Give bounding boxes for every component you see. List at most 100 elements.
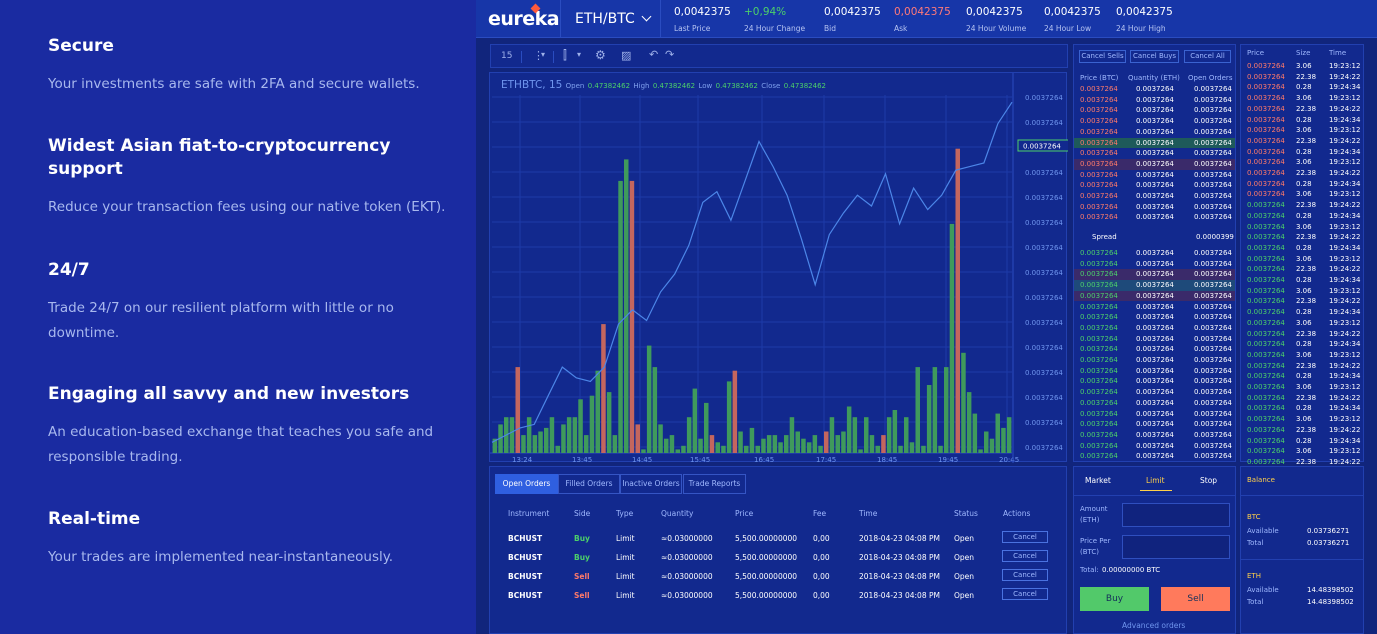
tab-orders-1[interactable]: Filled Orders xyxy=(558,474,620,494)
orderbook-row[interactable]: 0.0037264 0.0037264 0.0037264 xyxy=(1074,312,1235,323)
tab-market[interactable]: Market xyxy=(1085,476,1111,485)
row-open: 0.0037264 xyxy=(1194,388,1232,397)
price-label: Price Per (BTC) xyxy=(1080,537,1111,556)
order-type: Limit xyxy=(616,572,635,581)
orderbook-row[interactable]: 0.0037264 0.0037264 0.0037264 xyxy=(1074,409,1235,420)
orderbook-row[interactable]: 0.0037264 0.0037264 0.0037264 xyxy=(1074,355,1235,366)
orderbook-row[interactable]: 0.0037264 0.0037264 0.0037264 xyxy=(1074,387,1235,398)
volume-bar xyxy=(932,367,938,453)
orderbook-row[interactable]: 0.0037264 0.0037264 0.0037264 xyxy=(1074,441,1235,452)
orderbook-row[interactable]: 0.0037264 0.0037264 0.0037264 xyxy=(1074,180,1235,191)
asset-name: ETH xyxy=(1247,572,1261,580)
orderbook-row[interactable]: 0.0037264 0.0037264 0.0037264 xyxy=(1074,334,1235,345)
orderbook-row[interactable]: 0.0037264 0.0037264 0.0037264 xyxy=(1074,105,1235,116)
row-price: 0.0037264 xyxy=(1080,281,1118,290)
row-open: 0.0037264 xyxy=(1194,323,1232,332)
tab-orders-0[interactable]: Open Orders xyxy=(495,474,558,494)
tab-orders-3[interactable]: Trade Reports xyxy=(683,474,746,494)
available-value: 0.03736271 xyxy=(1307,527,1350,535)
orderbook-row[interactable]: 0.0037264 0.0037264 0.0037264 xyxy=(1074,398,1235,409)
cancel-order-button[interactable]: Cancel xyxy=(1002,569,1048,581)
orderbook-row[interactable]: 0.0037264 0.0037264 0.0037264 xyxy=(1074,302,1235,313)
cancel-order-button[interactable]: Cancel xyxy=(1002,550,1048,562)
x-tick-label: 18:45 xyxy=(877,456,897,463)
cancel-button-0[interactable]: Cancel Sells xyxy=(1079,50,1126,63)
orderbook-row[interactable]: 0.0037264 0.0037264 0.0037264 xyxy=(1074,170,1235,181)
trade-row: 0.0037264 22.38 19:24:22 xyxy=(1241,104,1363,115)
orderbook-row[interactable]: 0.0037264 0.0037264 0.0037264 xyxy=(1074,344,1235,355)
undo-icon[interactable]: ↶ xyxy=(649,48,659,61)
tab-stop[interactable]: Stop xyxy=(1200,476,1218,485)
row-open: 0.0037264 xyxy=(1194,398,1232,407)
row-open: 0.0037264 xyxy=(1194,270,1232,279)
advanced-orders-link[interactable]: Advanced orders xyxy=(1122,621,1186,630)
orderbook-row[interactable]: 0.0037264 0.0037264 0.0037264 xyxy=(1074,202,1235,213)
price-input[interactable] xyxy=(1122,535,1230,559)
cancel-order-button[interactable]: Cancel xyxy=(1002,588,1048,600)
cancel-button-1[interactable]: Cancel Buys xyxy=(1130,50,1179,63)
tab-orders-2[interactable]: Inactive Orders xyxy=(620,474,682,494)
orderbook-row[interactable]: 0.0037264 0.0037264 0.0037264 xyxy=(1074,376,1235,387)
row-open: 0.0037264 xyxy=(1194,249,1232,257)
trade-row: 0.0037264 0.28 19:24:34 xyxy=(1241,436,1363,447)
dropdown-arrow-icon[interactable]: ▾ xyxy=(577,50,582,59)
image-icon[interactable]: ▨ xyxy=(621,49,632,62)
pair-selector[interactable]: ETH/BTC xyxy=(560,0,661,38)
buy-button[interactable]: Buy xyxy=(1080,587,1149,611)
trade-price: 0.0037264 xyxy=(1247,158,1285,167)
orderbook-row[interactable]: 0.0037264 0.0037264 0.0037264 xyxy=(1074,451,1235,462)
dropdown-arrow-icon[interactable]: ▾ xyxy=(541,50,546,59)
interval-select[interactable]: 15 xyxy=(501,51,513,61)
row-price: 0.0037264 xyxy=(1080,192,1118,200)
trade-price: 0.0037264 xyxy=(1247,147,1285,156)
pair-label: ETH/BTC xyxy=(575,11,635,27)
orderbook-row[interactable]: 0.0037264 0.0037264 0.0037264 xyxy=(1074,191,1235,202)
redo-icon[interactable]: ↷ xyxy=(665,48,675,61)
orderbook-row[interactable]: 0.0037264 0.0037264 0.0037264 xyxy=(1074,116,1235,127)
orderbook-row[interactable]: 0.0037264 0.0037264 0.0037264 xyxy=(1074,430,1235,441)
more-icon[interactable]: ⋮ xyxy=(533,49,544,62)
trade-row: 0.0037264 22.38 19:24:22 xyxy=(1241,264,1363,275)
orderbook-row[interactable]: 0.0037264 0.0037264 0.0037264 xyxy=(1074,419,1235,430)
y-tick-label: 0.0037264 xyxy=(1025,369,1063,377)
gear-icon[interactable]: ⚙ xyxy=(595,48,606,62)
cancel-button-2[interactable]: Cancel All xyxy=(1184,50,1231,63)
orderbook-row[interactable]: 0.0037264 0.0037264 0.0037264 xyxy=(1074,366,1235,377)
price-chart[interactable]: ETHBTC, 15 Open 0.47382462 High 0.473824… xyxy=(489,72,1068,463)
orderbook-row[interactable]: 0.0037264 0.0037264 0.0037264 xyxy=(1074,84,1235,95)
orderbook-row[interactable]: 0.0037264 0.0037264 0.0037264 xyxy=(1074,269,1235,281)
candlestick-icon[interactable]: ⫿ xyxy=(563,48,567,62)
orderbook-row[interactable]: 0.0037264 0.0037264 0.0037264 xyxy=(1074,259,1235,270)
orderbook-row[interactable]: 0.0037264 0.0037264 0.0037264 xyxy=(1074,158,1235,170)
open-label: Open xyxy=(565,82,585,90)
orders-header: Fee xyxy=(813,509,827,518)
volume-bar xyxy=(841,431,846,453)
cancel-order-button[interactable]: Cancel xyxy=(1002,531,1048,543)
row-price: 0.0037264 xyxy=(1080,202,1118,211)
row-qty: 0.0037264 xyxy=(1136,138,1174,147)
orderbook-row[interactable]: 0.0037264 0.0037264 0.0037264 xyxy=(1074,148,1235,159)
order-instrument: BCHUST xyxy=(508,591,543,600)
divider xyxy=(1241,495,1363,496)
orderbook-row[interactable]: 0.0037264 0.0037264 0.0037264 xyxy=(1074,248,1235,259)
row-qty: 0.0037264 xyxy=(1136,441,1174,450)
tab-limit[interactable]: Limit xyxy=(1146,476,1165,485)
volume-bar xyxy=(955,148,960,453)
orderbook-row[interactable]: 0.0037264 0.0037264 0.0037264 xyxy=(1074,323,1235,334)
amount-input[interactable] xyxy=(1122,503,1230,527)
order-fee: 0,00 xyxy=(813,591,830,600)
volume-bar xyxy=(589,395,595,453)
orderbook-row[interactable]: 0.0037264 0.0037264 0.0037264 xyxy=(1074,137,1235,149)
trade-size: 3.06 xyxy=(1296,62,1312,70)
order-type: Limit xyxy=(616,534,635,543)
orderbook-row[interactable]: 0.0037264 0.0037264 0.0037264 xyxy=(1074,127,1235,138)
sell-button[interactable]: Sell xyxy=(1161,587,1230,611)
orderbook-row[interactable]: 0.0037264 0.0037264 0.0037264 xyxy=(1074,290,1235,302)
orderbook-row[interactable]: 0.0037264 0.0037264 0.0037264 xyxy=(1074,212,1235,223)
orderbook-row[interactable]: 0.0037264 0.0037264 0.0037264 xyxy=(1074,280,1235,291)
orderbook-row[interactable]: 0.0037264 0.0037264 0.0037264 xyxy=(1074,95,1235,106)
row-open: 0.0037264 xyxy=(1194,159,1232,168)
volume-bar xyxy=(915,367,920,453)
trade-size: 3.06 xyxy=(1296,158,1312,167)
eureka-logo[interactable]: eureka xyxy=(488,3,560,30)
